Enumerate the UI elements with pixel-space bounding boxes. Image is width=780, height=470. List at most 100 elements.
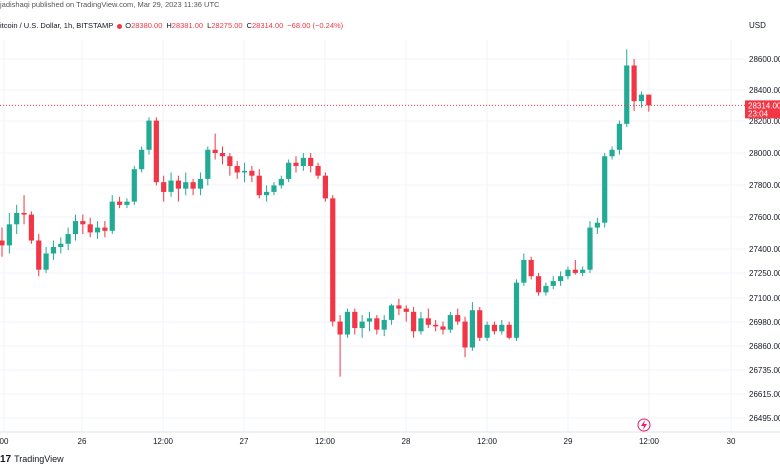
countdown-label: 23:04 xyxy=(748,109,769,118)
candle-body xyxy=(381,319,387,330)
candle-body xyxy=(183,182,189,189)
last-price-label: 28314.00 xyxy=(748,101,780,110)
candle-body xyxy=(366,318,373,322)
time-tick-label: 26 xyxy=(78,437,87,446)
lightning-icon[interactable] xyxy=(637,418,651,432)
candle-body xyxy=(462,321,468,348)
candle-body xyxy=(65,234,71,244)
candle-body xyxy=(491,324,498,332)
candle-body xyxy=(94,227,101,233)
candle-body xyxy=(616,123,622,150)
candle-body xyxy=(403,308,409,312)
time-tick-label: 12:00 xyxy=(639,437,660,446)
candle-body xyxy=(484,324,490,338)
candle-body xyxy=(440,326,446,330)
price-tick-label: 27100.00 xyxy=(749,294,780,303)
candle-body xyxy=(249,170,255,176)
price-tick-label: 27600.00 xyxy=(749,213,780,222)
footer-brand-text: TradingView xyxy=(14,454,64,464)
candle-body xyxy=(558,276,564,282)
candle-body xyxy=(197,178,204,189)
tradingview-logo-icon: 17 xyxy=(0,454,12,465)
candle-body xyxy=(638,94,645,102)
candle-body xyxy=(374,318,380,330)
last-price-badge xyxy=(745,100,780,119)
candle-body xyxy=(513,282,520,338)
candle-body xyxy=(337,321,343,335)
candle-body xyxy=(352,311,358,329)
time-tick-label: 28 xyxy=(402,437,411,446)
low-label: L xyxy=(207,21,212,30)
candle-body xyxy=(572,269,578,273)
time-tick-label: 29 xyxy=(564,437,573,446)
candle-body xyxy=(322,175,328,199)
candle-body xyxy=(212,149,218,154)
candle-body xyxy=(205,149,211,179)
candle-body xyxy=(14,212,20,225)
published-info: jadishaqi published on TradingView.com, … xyxy=(0,0,219,12)
symbol-name: itcoin / U.S. Dollar, 1h, BITSTAMP xyxy=(0,21,114,30)
open-value: 28380.00 xyxy=(131,21,163,30)
price-tick-label: 27800.00 xyxy=(749,181,780,190)
candle-body xyxy=(72,221,79,235)
candle-body xyxy=(535,276,542,293)
candle-body xyxy=(631,65,637,102)
symbol-legend: itcoin / U.S. Dollar, 1h, BITSTAMP O28380… xyxy=(0,21,347,33)
candle-body xyxy=(234,165,240,173)
candle-body xyxy=(433,324,439,327)
candle-body xyxy=(499,324,505,332)
time-tick-label: 27 xyxy=(240,437,249,446)
candle-body xyxy=(161,182,167,192)
candle-body xyxy=(411,311,417,332)
candle-body xyxy=(521,259,527,283)
candle-body xyxy=(87,224,93,233)
time-tick-label: 00 xyxy=(0,437,9,446)
candle-body xyxy=(227,156,233,166)
candle-body xyxy=(315,165,321,176)
candle-body xyxy=(425,318,431,325)
market-status-dot-icon xyxy=(117,23,123,29)
candle-body xyxy=(241,170,248,173)
published-text: jadishaqi published on TradingView.com, … xyxy=(0,0,220,9)
candle-body xyxy=(550,281,556,286)
candle-body xyxy=(543,285,549,293)
candle-body xyxy=(602,156,608,223)
candle-body xyxy=(624,65,630,124)
candle-body xyxy=(6,224,12,246)
candle-body xyxy=(418,318,424,332)
time-axis[interactable]: 00 26 12:00 27 12:00 28 12:00 29 12:00 30 xyxy=(0,431,780,446)
candle-body xyxy=(300,157,306,166)
candle-body xyxy=(146,120,152,150)
price-tick-label: 26860.00 xyxy=(749,342,780,351)
change-value: −68.00 (−0.24%) xyxy=(287,21,344,30)
candle-body xyxy=(594,222,600,228)
candle-body xyxy=(469,310,475,348)
candles-group xyxy=(0,49,652,377)
price-tick-label: 27400.00 xyxy=(749,245,780,254)
high-value: 28381.00 xyxy=(171,21,204,30)
candle-body xyxy=(36,240,42,270)
candle-body xyxy=(388,305,395,320)
candle-body xyxy=(271,185,277,192)
candle-body xyxy=(256,175,262,196)
candle-body xyxy=(580,269,586,273)
time-tick-label: 12:00 xyxy=(315,437,336,446)
candle-body xyxy=(58,243,64,248)
price-tick-label: 27250.00 xyxy=(749,269,780,278)
candle-body xyxy=(286,162,292,179)
candle-body xyxy=(447,315,453,330)
price-tick-label: 28400.00 xyxy=(749,86,780,95)
price-axis[interactable]: 28600.00 28400.00 28200.00 28000.00 27800.00… xyxy=(749,55,780,423)
time-tick-label: 12:00 xyxy=(153,437,174,446)
candle-body xyxy=(308,157,314,166)
footer-brand[interactable]: 17 TradingView xyxy=(0,454,64,470)
candle-body xyxy=(0,240,5,246)
candle-body xyxy=(43,253,49,270)
candle-body xyxy=(264,191,270,196)
candle-body xyxy=(175,180,181,189)
candle-body xyxy=(646,94,652,106)
candle-body xyxy=(219,153,226,157)
price-tick-label: 28600.00 xyxy=(749,55,780,64)
candle-body xyxy=(396,305,402,309)
